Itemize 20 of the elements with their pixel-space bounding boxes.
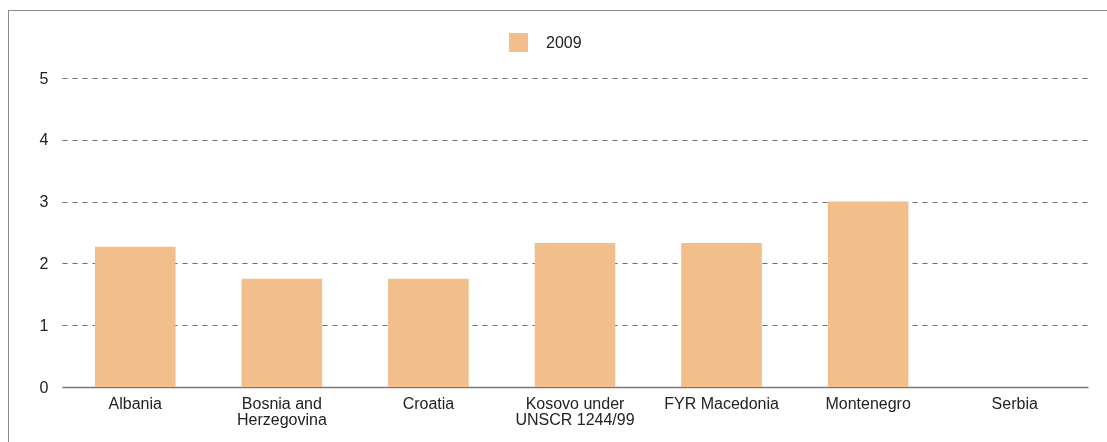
x-tick-label: Kosovo under UNSCR 1244/99 <box>515 394 635 428</box>
x-tick-label: Montenegro <box>825 394 911 412</box>
y-tick-label: 1 <box>39 316 49 334</box>
y-tick-label: 0 <box>39 378 49 396</box>
bar <box>681 243 762 387</box>
x-tick-label: Serbia <box>991 394 1038 412</box>
y-tick-label: 3 <box>39 193 49 211</box>
x-tick-label: Albania <box>108 394 163 412</box>
x-tick-label: FYR Macedonia <box>664 394 780 412</box>
y-tick-label: 5 <box>39 69 49 87</box>
bar <box>534 243 616 387</box>
legend-label: 2009 <box>546 33 582 51</box>
y-tick-label: 4 <box>39 131 49 149</box>
x-tick-label: Croatia <box>402 394 455 412</box>
bar <box>388 278 469 387</box>
y-tick-label: 2 <box>39 254 49 272</box>
bar <box>241 278 323 387</box>
bar <box>827 201 909 387</box>
bar <box>94 246 176 387</box>
x-tick-label: Bosnia and Herzegovina <box>236 394 327 428</box>
